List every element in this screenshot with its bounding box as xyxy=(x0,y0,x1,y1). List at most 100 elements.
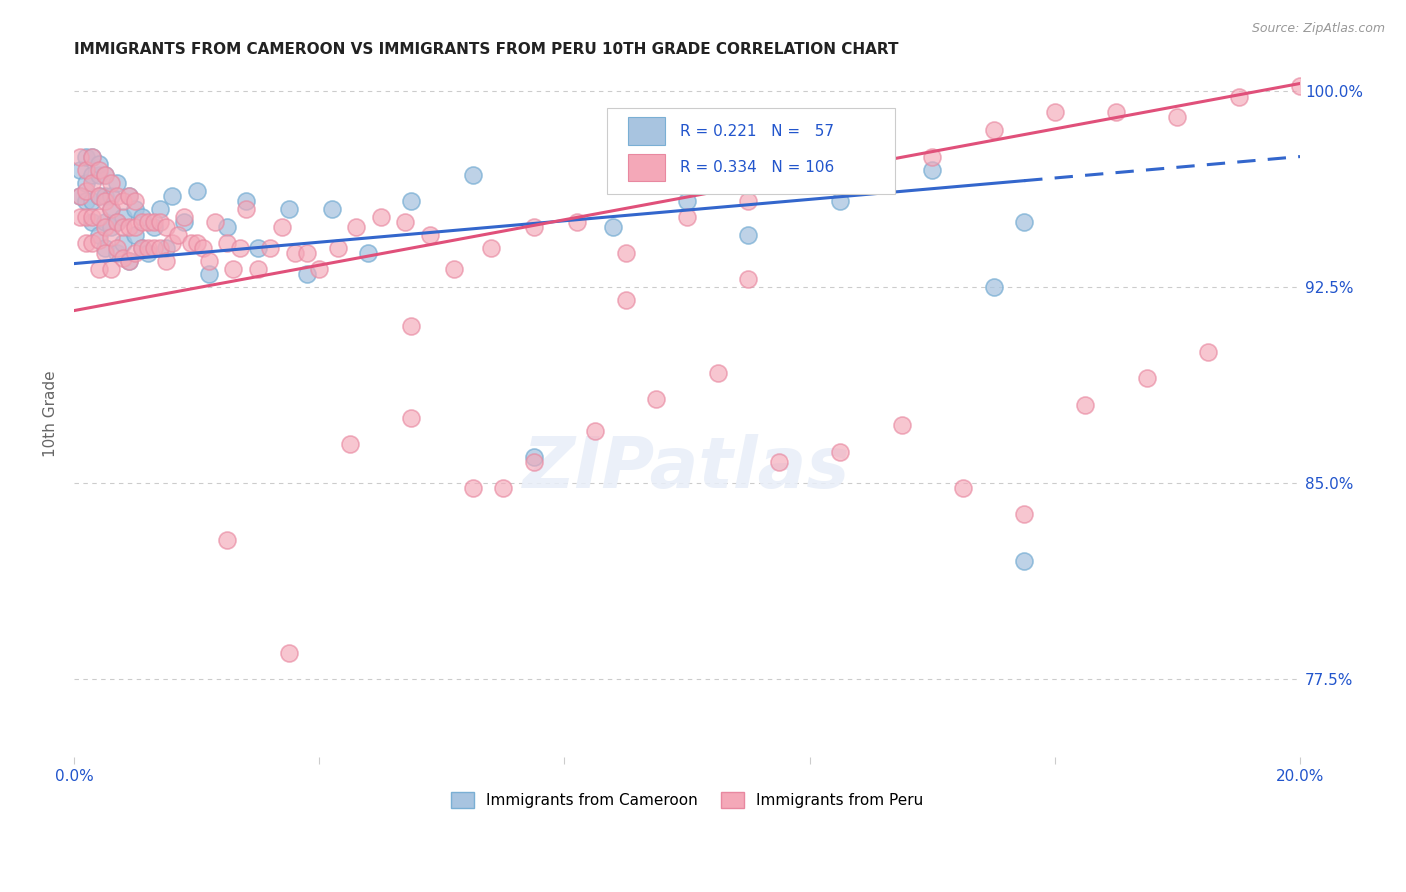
Point xyxy=(87,261,110,276)
Point xyxy=(124,246,146,260)
Point xyxy=(155,241,177,255)
Point xyxy=(82,235,104,250)
Point xyxy=(75,210,97,224)
Point xyxy=(131,241,153,255)
Point xyxy=(1289,79,1312,94)
Point xyxy=(155,220,177,235)
Point xyxy=(118,254,141,268)
Point xyxy=(921,162,943,177)
Point xyxy=(737,194,759,208)
Point xyxy=(105,215,128,229)
Point xyxy=(93,246,115,260)
Point xyxy=(93,194,115,208)
Point xyxy=(142,215,165,229)
Point xyxy=(112,194,135,208)
Point xyxy=(75,235,97,250)
Text: ZIPatlas: ZIPatlas xyxy=(523,434,851,503)
Text: R = 0.221   N =   57: R = 0.221 N = 57 xyxy=(679,124,834,138)
Point xyxy=(1012,507,1035,521)
Point xyxy=(523,450,546,464)
Point xyxy=(173,215,195,229)
Point xyxy=(100,220,122,235)
Point xyxy=(100,176,122,190)
Point xyxy=(142,241,165,255)
Point xyxy=(142,220,165,235)
Point xyxy=(399,319,422,334)
Point xyxy=(82,215,104,229)
Point xyxy=(399,194,422,208)
Point xyxy=(75,162,97,177)
Point xyxy=(523,455,546,469)
Point xyxy=(82,194,104,208)
Point xyxy=(1012,215,1035,229)
Point xyxy=(443,261,465,276)
Point xyxy=(124,227,146,242)
Point xyxy=(583,424,606,438)
Point xyxy=(75,176,97,190)
Point xyxy=(180,235,202,250)
Point xyxy=(399,410,422,425)
Point xyxy=(1105,105,1128,120)
Point xyxy=(191,241,214,255)
Point xyxy=(461,481,484,495)
Point xyxy=(149,241,172,255)
Point xyxy=(859,162,882,177)
Point xyxy=(394,215,416,229)
Point xyxy=(326,241,349,255)
Point xyxy=(105,246,128,260)
Point xyxy=(160,235,183,250)
Point xyxy=(768,455,790,469)
Point xyxy=(339,436,361,450)
Point xyxy=(112,252,135,266)
Point xyxy=(277,646,299,660)
Point xyxy=(69,150,91,164)
Point xyxy=(87,157,110,171)
Point xyxy=(246,261,269,276)
Legend: Immigrants from Cameroon, Immigrants from Peru: Immigrants from Cameroon, Immigrants fro… xyxy=(444,787,929,814)
Point xyxy=(419,227,441,242)
Point xyxy=(82,168,104,182)
Point xyxy=(118,188,141,202)
Point xyxy=(131,241,153,255)
Point xyxy=(93,241,115,255)
Point xyxy=(87,188,110,202)
Point xyxy=(112,235,135,250)
Point xyxy=(737,272,759,286)
Text: Source: ZipAtlas.com: Source: ZipAtlas.com xyxy=(1251,22,1385,36)
Point xyxy=(479,241,502,255)
Point xyxy=(259,241,281,255)
Point xyxy=(75,150,97,164)
Point xyxy=(308,261,330,276)
FancyBboxPatch shape xyxy=(628,118,665,145)
Point xyxy=(204,215,226,229)
Point xyxy=(217,220,239,235)
Point xyxy=(112,220,135,235)
Point xyxy=(131,210,153,224)
Point xyxy=(93,220,115,235)
Point xyxy=(952,481,974,495)
Point xyxy=(217,533,239,548)
Point xyxy=(87,162,110,177)
Point xyxy=(100,202,122,216)
Point xyxy=(921,150,943,164)
Point xyxy=(186,184,208,198)
Point xyxy=(105,188,128,202)
Point xyxy=(105,241,128,255)
Point xyxy=(93,168,115,182)
Point xyxy=(983,280,1005,294)
Point xyxy=(69,188,91,202)
Point xyxy=(1012,554,1035,568)
Point xyxy=(75,184,97,198)
Point xyxy=(565,215,588,229)
Point xyxy=(983,123,1005,137)
Point xyxy=(124,194,146,208)
Point xyxy=(105,176,128,190)
FancyBboxPatch shape xyxy=(628,153,665,181)
Point xyxy=(75,194,97,208)
Point xyxy=(246,241,269,255)
Point xyxy=(217,235,239,250)
Text: IMMIGRANTS FROM CAMEROON VS IMMIGRANTS FROM PERU 10TH GRADE CORRELATION CHART: IMMIGRANTS FROM CAMEROON VS IMMIGRANTS F… xyxy=(75,42,898,57)
Point xyxy=(100,202,122,216)
Point xyxy=(1043,105,1066,120)
Point xyxy=(100,230,122,244)
